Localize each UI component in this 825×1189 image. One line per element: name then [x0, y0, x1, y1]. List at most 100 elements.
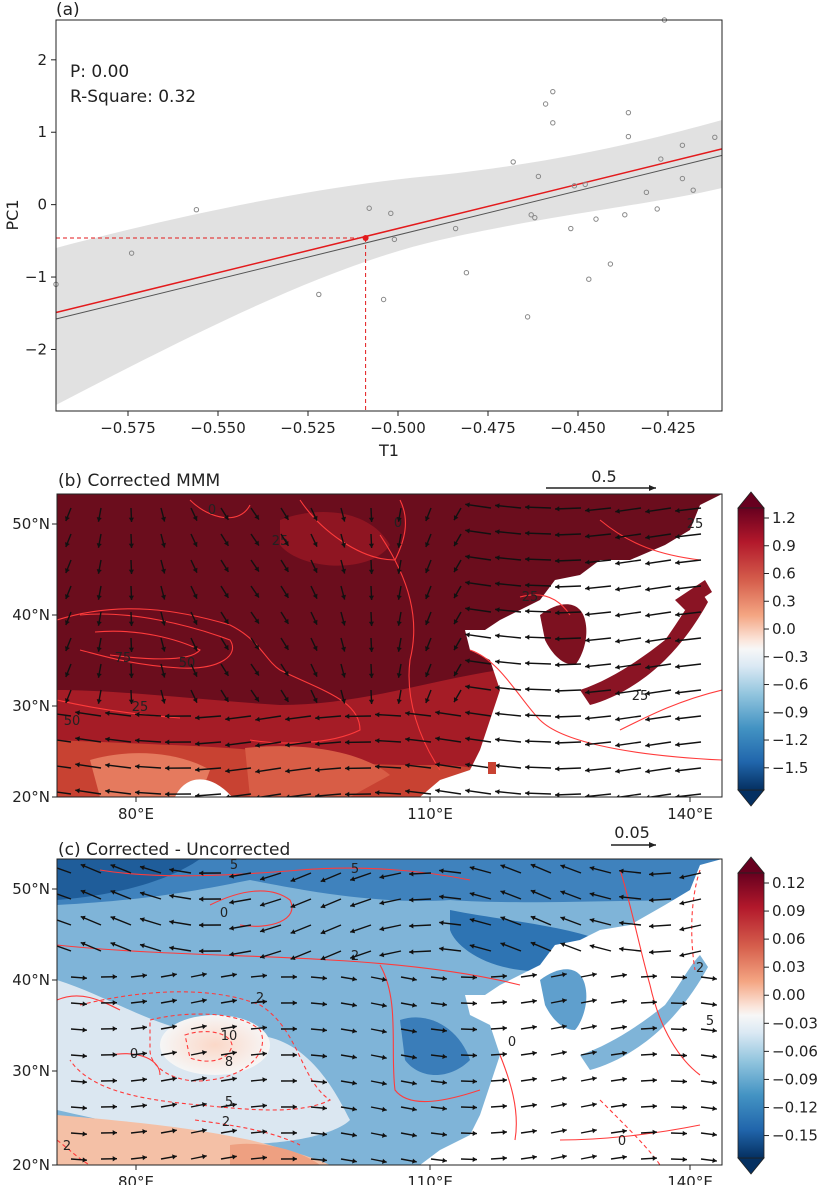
colorbar-max-extend [738, 857, 764, 873]
colorbar-tick-label: 0.06 [772, 930, 805, 948]
data-point [655, 207, 659, 211]
highlight-point [363, 235, 369, 241]
panel-b: (b) Corrected MMM 0.5 [12, 467, 808, 823]
colorbar-min-extend [738, 790, 764, 806]
panel-c-map: 5022010850225025 [50, 858, 722, 1165]
data-point [594, 217, 598, 221]
field-region [160, 1015, 270, 1075]
lon-tick-label: 80°E [118, 1173, 154, 1185]
wind-vector-head [45, 762, 50, 767]
x-tick-label: −0.450 [550, 419, 606, 437]
contour-label: 2 [696, 961, 704, 976]
colorbar-tick-label: −0.09 [772, 1070, 818, 1088]
colorbar-tick-label: −0.03 [772, 1014, 818, 1032]
colorbar-gradient [738, 508, 764, 790]
contour-label: 2 [222, 1115, 230, 1130]
lat-tick-label: 20°N [12, 1156, 50, 1174]
reference-vector-label: 0.5 [591, 467, 616, 486]
r-square-label: R-Square: 0.32 [70, 87, 196, 107]
contour-label: 25 [687, 517, 704, 532]
lon-tick-label: 140°E [667, 805, 713, 823]
lat-tick-label: 50°N [12, 880, 50, 898]
colorbar-tick-label: 0.6 [772, 565, 796, 583]
contour-label: 25 [522, 590, 539, 605]
y-tick-label: −1 [25, 268, 47, 286]
data-point [623, 213, 627, 217]
lat-tick-label: 50°N [12, 515, 50, 533]
data-point [525, 315, 529, 319]
p-value-label: P: 0.00 [70, 62, 129, 82]
contour-label: 5 [230, 858, 238, 873]
y-tick-label: 2 [37, 51, 47, 69]
panel-a-title: (a) [56, 0, 80, 20]
colorbar-gradient [738, 873, 764, 1158]
confidence-band [56, 120, 722, 405]
colorbar-tick-label: −0.3 [772, 648, 808, 666]
lon-tick-label: 140°E [667, 1173, 713, 1185]
lat-tick-label: 40°N [12, 971, 50, 989]
colorbar-tick-label: 0.0 [772, 620, 796, 638]
panel-c: (c) Corrected - Uncorrected 0.05 [12, 823, 818, 1185]
x-tick-label: −0.575 [100, 419, 156, 437]
panel-c-colorbar: 0.120.090.060.030.00−0.03−0.06−0.09−0.12… [738, 857, 818, 1174]
colorbar-tick-label: −0.12 [772, 1098, 818, 1116]
contour-label: 75 [115, 651, 132, 666]
data-point [543, 102, 547, 106]
colorbar-tick-label: 1.2 [772, 509, 796, 527]
data-point [317, 292, 321, 296]
wind-vector-head [50, 865, 55, 870]
lat-tick-label: 40°N [12, 606, 50, 624]
x-axis-ticks: −0.575−0.550−0.525−0.500−0.475−0.450−0.4… [100, 411, 696, 437]
data-point [587, 277, 591, 281]
contour-label: 50 [64, 714, 81, 729]
lon-tick-label: 80°E [118, 805, 154, 823]
contour-label: 25 [132, 700, 149, 715]
colorbar-tick-label: 0.9 [772, 537, 796, 555]
panel-c-title: (c) Corrected - Uncorrected [58, 840, 290, 860]
contour-label: 0 [208, 503, 216, 518]
colorbar-tick-label: −0.6 [772, 676, 808, 694]
contour-label: 0 [508, 1035, 516, 1050]
y-tick-label: 1 [37, 123, 47, 141]
x-tick-label: −0.475 [460, 419, 516, 437]
colorbar-tick-label: −0.9 [772, 703, 808, 721]
data-point [551, 89, 555, 93]
lat-tick-label: 30°N [12, 697, 50, 715]
data-point [194, 208, 198, 212]
wind-vector-head [50, 891, 55, 896]
wind-vector-head [50, 917, 55, 922]
lon-tick-label: 110°E [407, 1173, 453, 1185]
y-axis-ticks: 210−1−2 [25, 51, 56, 359]
x-axis-label: T1 [378, 441, 399, 460]
contour-label: 5 [225, 1095, 233, 1110]
colorbar-tick-label: −1.5 [772, 759, 808, 777]
x-tick-label: −0.525 [280, 419, 336, 437]
contour-label: 10 [221, 1029, 238, 1044]
reference-vector-head [649, 485, 656, 491]
reference-vector-label: 0.05 [614, 823, 650, 842]
colorbar-tick-label: −0.15 [772, 1127, 818, 1145]
colorbar-tick-label: 0.09 [772, 902, 805, 920]
contour-label: 8 [225, 1055, 233, 1070]
data-point [464, 271, 468, 275]
reference-vector-head [649, 842, 656, 848]
contour-label: 5 [351, 862, 359, 877]
colorbar-tick-label: 0.03 [772, 958, 805, 976]
panel-a-plot-area [56, 120, 722, 405]
x-tick-label: −0.550 [190, 419, 246, 437]
lat-tick-label: 20°N [12, 788, 50, 806]
data-point [608, 262, 612, 266]
contour-label: 0 [220, 906, 228, 921]
data-point [381, 297, 385, 301]
x-tick-label: −0.500 [370, 419, 426, 437]
colorbar-tick-label: 0.00 [772, 986, 805, 1004]
colorbar-tick-label: −1.2 [772, 731, 808, 749]
panel-b-colorbar: 1.2 0.9 0.6 0.3 0.0 −0.3 −0.6 −0.9 −1.2 −1.5 [738, 492, 808, 806]
data-point [569, 226, 573, 230]
y-tick-label: 0 [37, 196, 47, 214]
colorbar-tick-label: 0.3 [772, 592, 796, 610]
contour-label: 2 [63, 1139, 71, 1154]
data-point [626, 134, 630, 138]
